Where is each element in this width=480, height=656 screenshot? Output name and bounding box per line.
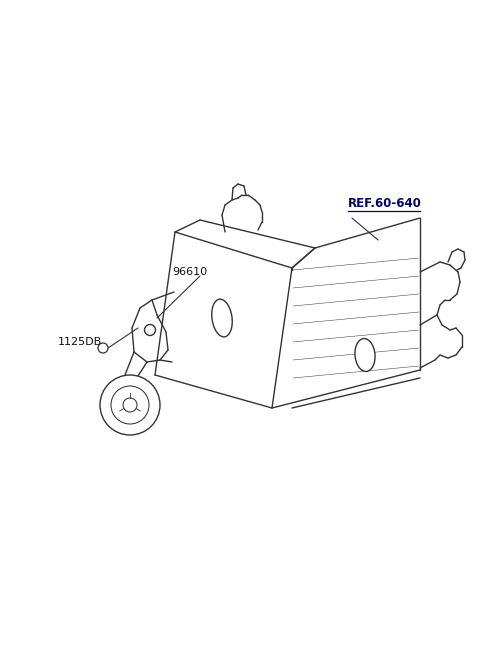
Circle shape — [111, 386, 149, 424]
Circle shape — [100, 375, 160, 435]
Text: 1125DB: 1125DB — [58, 337, 102, 347]
Ellipse shape — [212, 299, 232, 337]
Ellipse shape — [355, 338, 375, 371]
Circle shape — [144, 325, 156, 335]
Text: 96610: 96610 — [172, 267, 207, 277]
Circle shape — [123, 398, 137, 412]
Circle shape — [98, 343, 108, 353]
Text: REF.60-640: REF.60-640 — [348, 197, 422, 210]
